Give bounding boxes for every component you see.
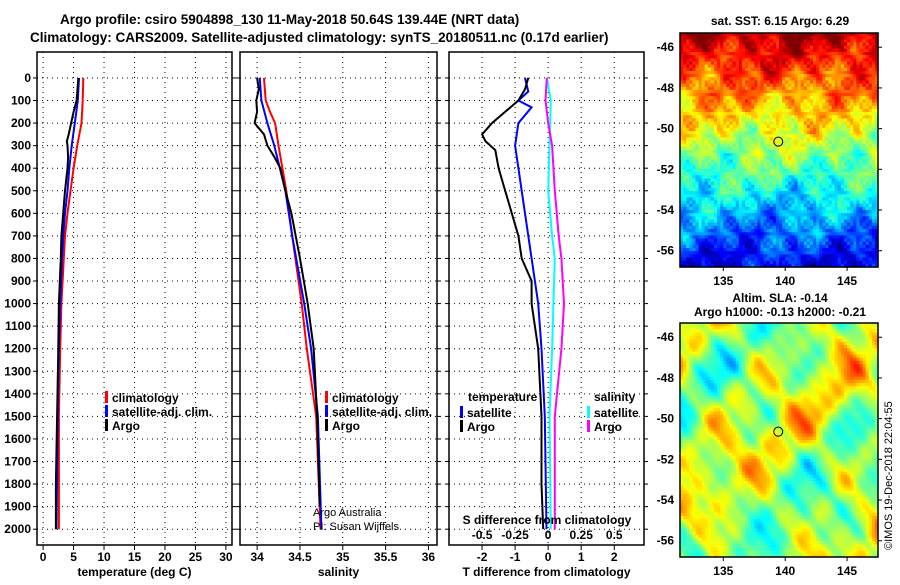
legend-swatch — [325, 405, 328, 417]
legend-swatch — [460, 420, 463, 432]
depth-tick-label: 1200 — [4, 342, 31, 356]
s-tick-label: -0.25 — [501, 528, 529, 542]
depth-tick-label: 1400 — [4, 387, 31, 401]
depth-tick-label: 2000 — [4, 522, 31, 536]
legend-label: satellite — [467, 406, 512, 420]
legend-swatch — [460, 406, 463, 418]
depth-tick-label: 600 — [11, 206, 31, 220]
depth-tick-label: 900 — [11, 274, 31, 288]
depth-tick-label: 1900 — [4, 500, 31, 514]
depth-tick-label: 800 — [11, 251, 31, 265]
depth-tick-label: 1000 — [4, 297, 31, 311]
plot-salinity: 34 34.5 35 35.5 36 salinity climatologysatelli… — [236, 52, 441, 579]
x-axis-label: T difference from climatology — [462, 565, 630, 579]
x-tick-label: 34 — [250, 550, 264, 564]
s-tick-label: 0 — [545, 528, 552, 542]
x-tick-label: 30 — [219, 550, 233, 564]
s-tick-label: 0.25 — [570, 528, 594, 542]
x-tick-label: 36 — [422, 550, 436, 564]
x-tick-label: -1 — [510, 550, 521, 564]
x-tick-label: 5 — [70, 550, 77, 564]
depth-tick-label: 1300 — [4, 364, 31, 378]
x-tick-label: 34.5 — [288, 550, 312, 564]
depth-tick-label: 1500 — [4, 409, 31, 423]
series-line-argo — [255, 78, 320, 507]
legend-swatch — [325, 419, 328, 431]
plot-frame — [37, 52, 232, 545]
legend-label: climatology — [332, 391, 399, 405]
depth-tick-label: 500 — [11, 184, 31, 198]
legend-swatch — [325, 391, 328, 403]
s-axis-label: S difference from climatology — [463, 513, 632, 527]
legend-label: Argo — [467, 420, 495, 434]
legend-title-temperature: temperature — [468, 390, 538, 404]
x-axis-label: salinity — [318, 565, 360, 579]
x-tick-label: 2 — [611, 550, 618, 564]
legend-label: Argo — [594, 420, 622, 434]
title-line-2: Climatology: CARS2009. Satellite-adjuste… — [30, 30, 608, 45]
depth-tick-label: 0 — [24, 71, 31, 85]
series-line-s-satellite — [547, 78, 555, 529]
legend-swatch — [105, 391, 108, 403]
x-tick-label: 1 — [578, 550, 585, 564]
plot-frame — [240, 52, 437, 545]
depth-tick-label: 700 — [11, 229, 31, 243]
x-tick-label: 0 — [40, 550, 47, 564]
legend-label: Argo — [332, 419, 360, 433]
legend-label: climatology — [112, 391, 179, 405]
x-tick-label: 15 — [128, 550, 142, 564]
legend-swatch — [587, 406, 590, 418]
depth-tick-label: 200 — [11, 116, 31, 130]
series-line-climatology — [264, 78, 321, 529]
x-tick-label: 0 — [545, 550, 552, 564]
legend-swatch — [105, 405, 108, 417]
x-tick-label: 25 — [189, 550, 203, 564]
x-tick-label: 35.5 — [374, 550, 398, 564]
legend-label: satellite — [594, 406, 639, 420]
depth-tick-label: 1700 — [4, 455, 31, 469]
x-tick-label: -2 — [477, 550, 488, 564]
depth-tick-label: 1800 — [4, 477, 31, 491]
depth-tick-label: 1100 — [5, 319, 31, 333]
x-tick-label: 10 — [97, 550, 111, 564]
legend-label: satellite-adj. clim. — [332, 405, 432, 419]
legend-title-salinity: salinity — [594, 390, 636, 404]
x-tick-label: 20 — [158, 550, 172, 564]
depth-tick-label: 300 — [11, 139, 31, 153]
legend-swatch — [587, 420, 590, 432]
title-line-1: Argo profile: csiro 5904898_130 11-May-2… — [60, 12, 519, 27]
legend-label: Argo — [112, 419, 140, 433]
legend-label: satellite-adj. clim. — [112, 405, 212, 419]
depth-tick-label: 400 — [11, 161, 31, 175]
x-tick-label: 35 — [336, 550, 350, 564]
s-tick-label: -0.5 — [472, 528, 493, 542]
depth-tick-label: 100 — [11, 94, 31, 108]
depth-tick-label: 1600 — [4, 432, 31, 446]
plot-difference: -2 -1 0 1 2T difference from climatology temp… — [445, 52, 648, 579]
x-axis-label: temperature (deg C) — [77, 565, 191, 579]
s-tick-label: 0.5 — [606, 528, 623, 542]
legend-swatch — [105, 419, 108, 431]
